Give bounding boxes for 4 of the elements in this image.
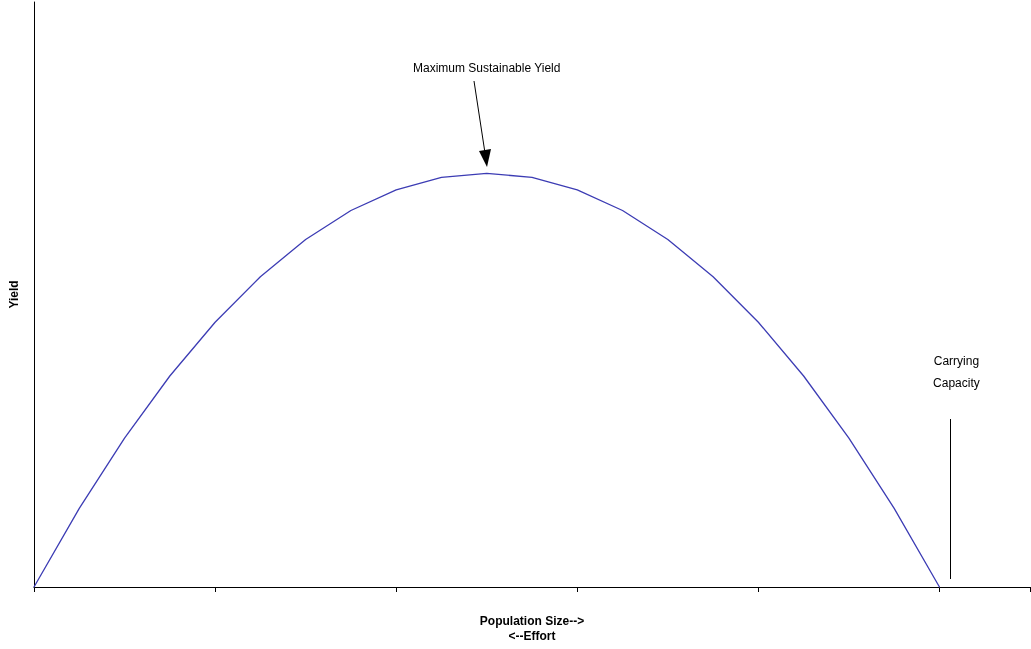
x-axis-title: Population Size--> <--Effort [479,613,585,643]
y-axis-title: Yield [7,280,21,309]
annotation: Carrying Capacity [932,353,981,392]
text: Maximum Sustainable Yield [412,61,562,76]
